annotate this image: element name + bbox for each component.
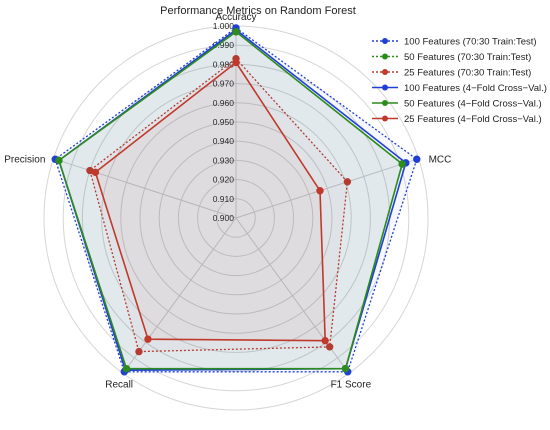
tick-label: 0.920 [213, 175, 235, 185]
axis-label: MCC [429, 155, 452, 166]
legend-entry: 100 Features (70:30 Train:Test) [404, 37, 537, 48]
legend-marker [382, 115, 388, 122]
legend-entry: 100 Features (4−Fold Cross−Val.) [404, 83, 547, 94]
series-layer [51, 24, 421, 376]
data-point [122, 364, 131, 373]
data-point [413, 155, 421, 163]
legend-marker [382, 53, 388, 60]
legend-marker [382, 38, 388, 44]
data-point [341, 364, 350, 373]
axis-spoke [235, 158, 419, 219]
chart-title: Performance Metrics on Random Forest [160, 5, 356, 17]
tick-label: 0.910 [213, 194, 235, 204]
legend-marker [382, 100, 388, 106]
tick-label: 0.950 [213, 117, 235, 127]
data-point [144, 335, 152, 343]
data-point [55, 156, 63, 165]
series [55, 28, 406, 373]
legend: 100 Features (70:30 Train:Test) 50 Featur… [372, 37, 547, 125]
legend-entry: 50 Features (4−Fold Cross−Val.) [404, 99, 542, 110]
tick-label: 0.990 [213, 40, 235, 50]
tick-label: 0.980 [213, 59, 235, 69]
tick-label: 0.960 [213, 98, 235, 108]
tick-label: 0.930 [213, 155, 235, 165]
legend-entry: 25 Features (70:30 Train:Test) [404, 68, 531, 79]
axis-spoke [122, 217, 237, 374]
data-point [398, 160, 406, 168]
data-point [321, 337, 329, 345]
radial-tick-labels: 0.900 0.910 0.920 0.930 0.940 0.950 0.960 0.970… [213, 21, 235, 223]
data-point [135, 347, 143, 356]
series-line [89, 57, 349, 353]
series-line [57, 30, 404, 370]
axis-label: Accuracy [215, 12, 256, 23]
axis-label: Recall [105, 379, 133, 390]
data-point [232, 28, 240, 36]
data-point [316, 187, 324, 195]
data-point [343, 178, 352, 186]
legend-entry: 25 Features (4−Fold Cross−Val.) [404, 114, 542, 125]
axis-label: Precision [4, 155, 45, 166]
legend-marker [382, 84, 388, 91]
tick-label: 0.900 [213, 213, 235, 223]
tick-label: 0.940 [213, 136, 235, 146]
axis-labels: Accuracy MCC F1 Score Recall Precision [4, 12, 451, 390]
tick-label: 0.970 [213, 79, 235, 89]
legend-entry: 50 Features (70:30 Train:Test) [404, 52, 531, 63]
series-line [94, 61, 327, 342]
series [91, 58, 329, 345]
legend-marker [382, 69, 388, 75]
data-point [325, 343, 334, 351]
axis-label: F1 Score [331, 379, 372, 390]
axis-spoke [53, 158, 237, 219]
data-point [91, 168, 100, 177]
data-point [232, 58, 240, 67]
tick-label: 1.000 [213, 21, 235, 31]
